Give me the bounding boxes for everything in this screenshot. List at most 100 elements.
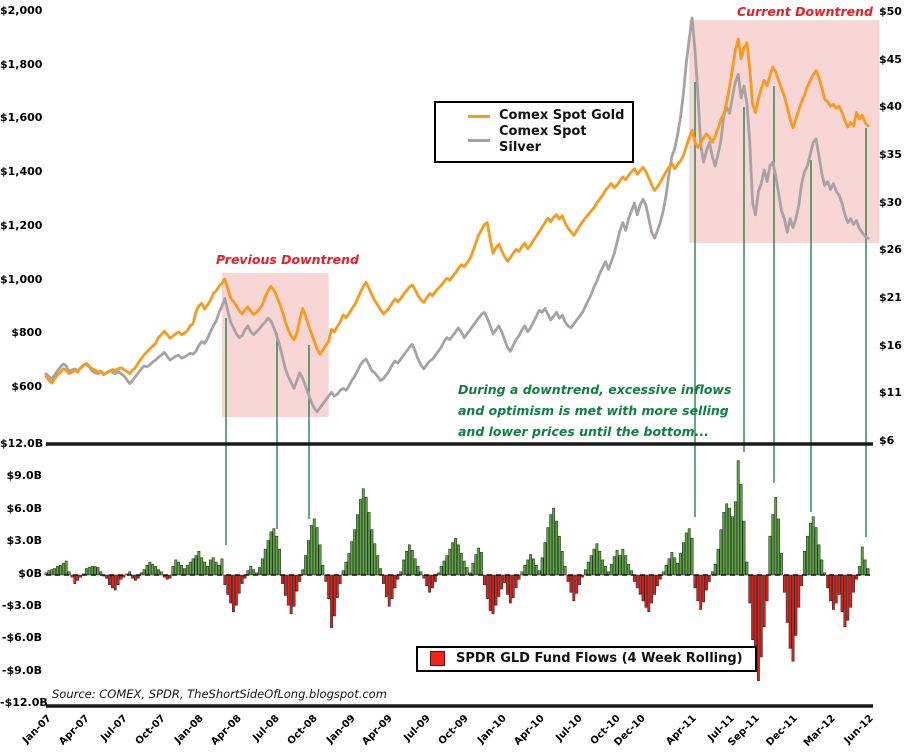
fundflow-bar [477,547,481,576]
fundflow-bar [557,535,561,576]
fundflow-axis-tick: $0B [18,566,42,580]
fundflow-bar [84,568,88,576]
fundflow-bar [529,554,532,576]
fundflow-axis-tick: $9.0B [6,469,42,483]
fundflow-bar [53,568,57,576]
fundflow-bar [451,542,455,576]
fundflow-bar [344,561,348,576]
fundflow-bar [520,571,524,576]
fundflow-bar [448,548,452,576]
fundflow-bar [200,557,204,576]
fundflow-bar [237,574,241,594]
fundflow-bar [370,529,374,576]
fundflow-bar [480,552,483,576]
fundflow-bar [517,574,521,580]
fundflow-bar [263,548,267,576]
fundflow-bar [736,460,740,576]
fundflow-bar [494,574,498,606]
fundflow-bar [56,566,59,576]
fundflow-bar [382,574,385,584]
fundflow-bar [151,563,155,576]
downtrend-note-line3: and lower prices until the bottom... [458,424,709,439]
fundflow-bar [462,560,466,576]
legend-row-gold: Comex Spot Gold [468,108,632,124]
fundflow-legend-label: SPDR GLD Fund Flows (4 Week Rolling) [456,651,743,666]
fundflow-bar [552,507,556,576]
fundflow-bar [578,574,581,585]
fundflow-bar [650,574,654,604]
fundflow-bar [312,518,316,576]
fundflow-bar [76,574,80,581]
fundflow-bar [333,574,336,617]
fundflow-bar [705,574,708,591]
fundflow-bar [788,574,792,649]
gold-price-line [44,37,870,385]
fundflow-bar [615,549,619,576]
fundflow-bar [171,566,175,576]
fundflow-bar [716,548,720,576]
fundflow-bar [797,574,801,608]
fundflow-bar [148,561,152,576]
gold-axis-tick: $2,000 [0,4,43,17]
fundflow-bar [684,532,688,576]
gold-axis-tick: $1,600 [0,111,43,125]
fundflow-bar [757,574,760,681]
fundflow-bar [50,569,54,576]
fundflow-bar [249,566,253,576]
fundflow-bar [442,560,446,576]
fundflow-bar [73,574,77,584]
fundflow-bar [765,574,769,602]
fundflow-bar [379,568,382,576]
fundflow-bar [601,559,605,576]
silver-axis-tick: $35 [879,148,902,161]
silver-legend-label: Comex Spot Silver [499,124,587,155]
fundflow-bar [413,558,417,576]
fundflow-bar [829,574,832,602]
fundflow-bar [560,551,564,576]
fundflow-bar [742,520,746,576]
fundflow-bar [281,574,284,584]
silver-axis-tick: $6 [879,434,895,447]
fundflow-bar [318,544,322,576]
fundflow-bar [826,574,830,589]
fundflow-bar [105,574,108,579]
fundflow-bar [540,557,544,576]
fundflow-bar [64,560,68,576]
fundflow-bar [402,559,406,576]
fundflow-bar [301,569,305,576]
fundflow-bar [390,574,394,599]
fundflow-bar [191,558,195,576]
fundflow-bar [707,574,711,582]
fundflow-bar [664,565,668,576]
fundflow-bar [439,566,443,576]
fundflow-bar [425,574,429,587]
fundflow-bar [116,574,120,585]
fundflow-axis-tick: $3.0B [6,534,42,548]
fundflow-bar [702,574,706,603]
silver-axis-tick: $26 [879,243,902,257]
fundflow-bar [563,566,567,576]
silver-axis-tick: $45 [879,52,902,66]
fundflow-bar [87,567,91,576]
fundflow-bar [537,570,541,576]
fundflow-bar [860,546,864,576]
fundflow-bar [719,529,723,576]
fundflow-bar [725,503,729,576]
fundflow-bar [416,566,420,576]
fundflow-bar [134,574,137,581]
fundflow-bar [459,553,463,576]
fundflow-bar [295,574,299,592]
fundflow-bar [638,574,642,595]
fundflow-bar [93,566,97,576]
fundflow-bar [834,574,838,604]
fundflow-bar [96,567,100,576]
gold-axis-tick: $1,400 [0,165,43,179]
fundflow-bar [751,574,755,640]
fundflow-bar [367,512,371,576]
gold-axis-tick: $600 [11,380,42,393]
fundflow-bar [436,572,440,576]
fundflow-bar [335,574,339,598]
fundflow-bar [272,528,276,576]
fundflow-bar [338,574,342,584]
